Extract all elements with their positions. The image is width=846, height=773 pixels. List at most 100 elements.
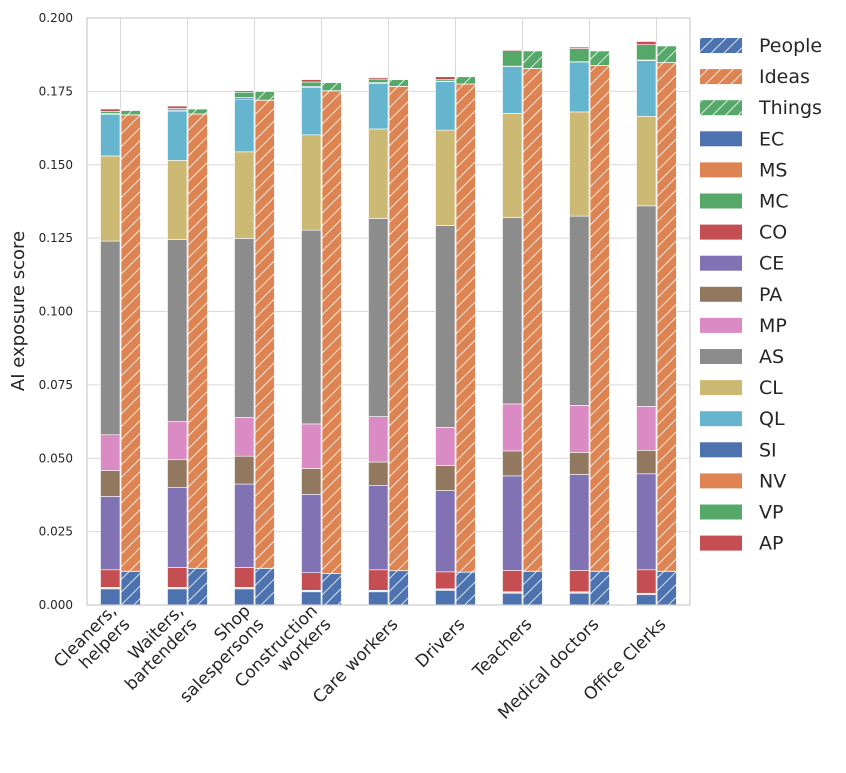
bar-solid-ce-8 xyxy=(636,473,657,571)
bar-solid-pa-6 xyxy=(502,450,523,477)
legend-label: CL xyxy=(759,377,783,399)
bar-hatched-things-5-hatch xyxy=(456,76,476,85)
bar-solid-co-top-1 xyxy=(167,105,188,109)
legend-item-as: AS xyxy=(700,346,784,368)
legend-label: CE xyxy=(759,253,784,275)
bar-solid-cl-7 xyxy=(569,111,590,217)
legend-label: SI xyxy=(759,439,777,461)
legend-item-ec: EC xyxy=(700,128,784,150)
bar-solid-pa-5 xyxy=(435,465,456,491)
legend-swatch xyxy=(700,473,742,489)
bar-hatched-people-1-hatch xyxy=(188,568,208,605)
plot-border xyxy=(86,17,691,606)
bar-solid-pa-2 xyxy=(234,455,255,485)
legend-item-vp: VP xyxy=(700,502,783,524)
bar-solid-co-top-5 xyxy=(435,76,456,80)
bar-solid-ce-6 xyxy=(502,475,523,571)
legend-swatch-hatch xyxy=(700,69,742,85)
bar-solid-si-4 xyxy=(368,591,389,606)
bar-hatched-people-5-hatch xyxy=(456,572,476,605)
bar-solid-mp-3 xyxy=(301,423,322,469)
bar-solid-co-top-7 xyxy=(569,46,590,49)
bar-solid-ce-3 xyxy=(301,494,322,574)
bar-hatched-things-0-hatch xyxy=(121,110,141,115)
bar-solid-ap-5 xyxy=(435,571,456,590)
bar-hatched-things-2-hatch xyxy=(255,91,275,101)
bar-solid-ql-0 xyxy=(100,113,121,157)
legend-item-mc: MC xyxy=(700,191,789,213)
legend-swatch xyxy=(700,504,742,520)
bar-solid-mp-2 xyxy=(234,417,255,457)
bar-solid-as-2 xyxy=(234,238,255,418)
legend-label: NV xyxy=(759,470,786,492)
legend-label: EC xyxy=(759,128,784,150)
bar-solid-ql-4 xyxy=(368,83,389,130)
legend-item-si: SI xyxy=(700,439,777,461)
bar-solid-pa-3 xyxy=(301,468,322,495)
bar-solid-cl-8 xyxy=(636,116,657,207)
bar-solid-as-3 xyxy=(301,229,322,425)
legend-swatch xyxy=(700,442,742,458)
bar-solid-ap-6 xyxy=(502,570,523,593)
bar-solid-ql-2 xyxy=(234,98,255,153)
bar-solid-mp-8 xyxy=(636,406,657,451)
bar-solid-cl-0 xyxy=(100,155,121,242)
legend-label: MC xyxy=(759,191,789,213)
bar-solid-mc-top-6 xyxy=(502,50,523,67)
bar-hatched-ideas-0-hatch xyxy=(121,114,141,572)
bar-solid-si-5 xyxy=(435,590,456,606)
bar-solid-as-6 xyxy=(502,217,523,405)
legend: People Ideas Things EC MS MC CO CE PA MP AS CL QL SI N… xyxy=(700,35,822,555)
y-tick-labels: 0.000 0.025 0.050 0.075 0.100 0.125 0.150 0.175… xyxy=(39,11,73,612)
plot-frame xyxy=(86,17,691,606)
legend-swatch xyxy=(700,255,742,271)
bar-solid-ql-7 xyxy=(569,61,590,113)
x-tick-label: Teachers xyxy=(469,615,537,683)
legend-label: QL xyxy=(759,408,785,430)
bar-solid-as-7 xyxy=(569,215,590,406)
bar-solid-si-3 xyxy=(301,591,322,606)
bar-hatched-ideas-6-hatch xyxy=(523,68,543,572)
bar-solid-as-8 xyxy=(636,205,657,407)
legend-label: People xyxy=(759,35,822,57)
y-tick-label: 0.125 xyxy=(39,231,73,245)
bar-hatched-people-7-hatch xyxy=(590,571,610,605)
legend-item-co: CO xyxy=(700,222,787,244)
bar-solid-ap-1 xyxy=(167,567,188,588)
bar-hatched-things-6-hatch xyxy=(523,50,543,69)
legend-label: MS xyxy=(759,159,787,181)
legend-swatch xyxy=(700,349,742,364)
bar-solid-ql-8 xyxy=(636,60,657,117)
bar-solid-as-0 xyxy=(100,240,121,436)
legend-swatch xyxy=(700,131,742,147)
bar-solid-co-top-3 xyxy=(301,79,322,83)
bar-solid-as-1 xyxy=(167,239,188,422)
legend-item-things: Things xyxy=(700,97,822,119)
legend-swatch xyxy=(700,317,742,333)
bar-solid-pa-0 xyxy=(100,470,121,497)
bar-solid-ap-4 xyxy=(368,569,389,591)
bar-solid-mp-6 xyxy=(502,403,523,452)
bar-solid-ce-5 xyxy=(435,490,456,573)
bar-solid-ce-4 xyxy=(368,485,389,571)
bar-hatched-ideas-8-hatch xyxy=(657,62,677,572)
bar-solid-mp-0 xyxy=(100,434,121,471)
bar-hatched-ideas-4-hatch xyxy=(389,86,409,571)
bar-solid-pa-1 xyxy=(167,459,188,488)
bar-solid-ce-2 xyxy=(234,483,255,568)
legend-label: PA xyxy=(759,284,782,306)
bar-solid-si-0 xyxy=(100,588,121,606)
bar-hatched-people-3-hatch xyxy=(322,573,342,605)
bar-solid-co-top-4 xyxy=(368,77,389,80)
legend-item-ce: CE xyxy=(700,253,784,275)
bar-solid-si-1 xyxy=(167,588,188,606)
legend-label: AS xyxy=(759,346,784,368)
legend-label: VP xyxy=(759,502,783,524)
legend-swatch-hatch xyxy=(700,38,742,53)
bar-solid-ce-0 xyxy=(100,496,121,571)
bars xyxy=(100,41,677,606)
bar-solid-as-5 xyxy=(435,225,456,428)
legend-item-nv: NV xyxy=(700,470,786,492)
legend-item-ap: AP xyxy=(700,533,783,555)
bar-solid-ql-6 xyxy=(502,66,523,114)
